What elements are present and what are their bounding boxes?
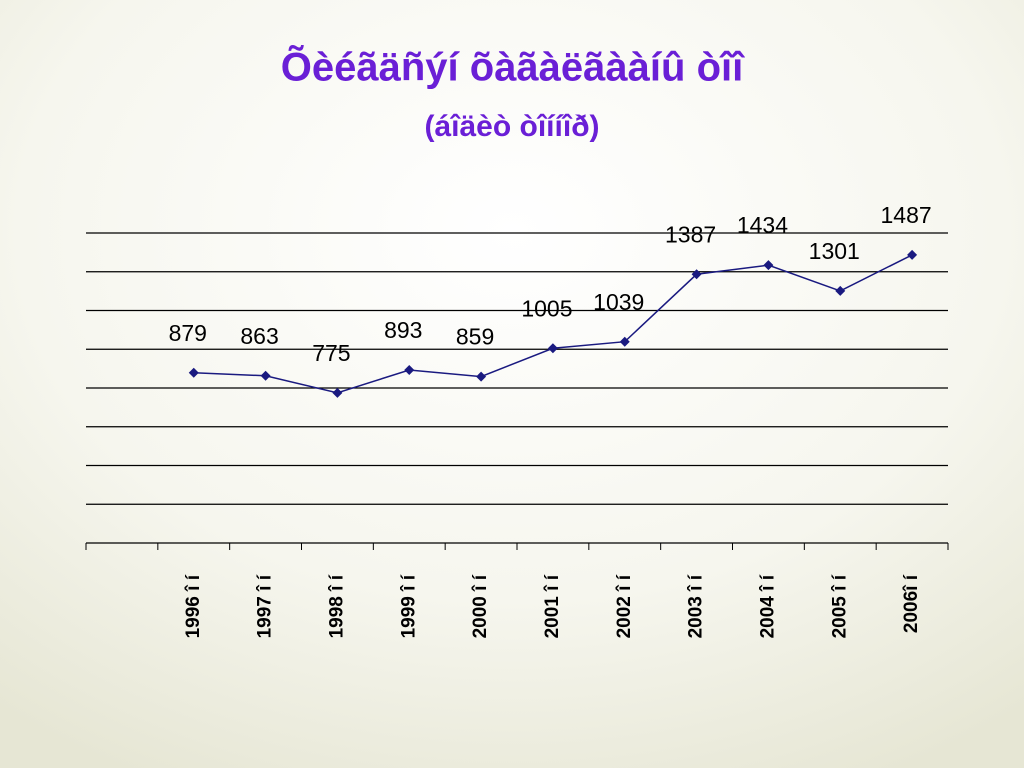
data-point: [547, 343, 558, 354]
x-tick-label: 2004 î í: [757, 574, 778, 638]
data-label: 859: [456, 324, 494, 350]
data-label: 863: [240, 323, 278, 349]
x-tick-label: 2000 î í: [470, 574, 491, 638]
data-point: [404, 364, 415, 375]
data-point: [907, 249, 918, 260]
x-tick-label: 2001 î í: [542, 574, 563, 638]
x-tick-label: 1996 î í: [183, 574, 204, 638]
x-tick-label: 2005 î í: [829, 574, 850, 638]
x-tick-label: 2006î í: [901, 574, 922, 633]
data-label: 893: [384, 317, 422, 343]
data-label: 1039: [593, 289, 644, 315]
data-point: [260, 370, 271, 381]
data-label: 1487: [880, 202, 931, 228]
x-tick-label: 1999 î í: [398, 574, 419, 638]
data-point: [619, 336, 630, 347]
data-point: [835, 285, 846, 296]
x-tick-label: 1998 î í: [326, 574, 347, 638]
data-label: 1434: [737, 212, 788, 238]
chart-title: Õèéãäñýí õàãàëãààíû òîî: [281, 44, 745, 90]
data-label: 1301: [809, 238, 860, 264]
data-label: 879: [169, 320, 207, 346]
data-label: 1387: [665, 221, 716, 247]
x-tick-label: 2002 î í: [614, 574, 635, 638]
data-point: [691, 269, 702, 280]
x-tick-label: 2003 î í: [686, 574, 707, 638]
data-label: 775: [312, 340, 350, 366]
data-point: [188, 367, 199, 378]
data-point: [763, 260, 774, 271]
data-point: [476, 371, 487, 382]
x-tick-label: 1997 î í: [255, 574, 276, 638]
data-label: 1005: [521, 295, 572, 321]
chart-subtitle: (áîäèò òîííîð): [424, 110, 599, 143]
data-point: [332, 387, 343, 398]
